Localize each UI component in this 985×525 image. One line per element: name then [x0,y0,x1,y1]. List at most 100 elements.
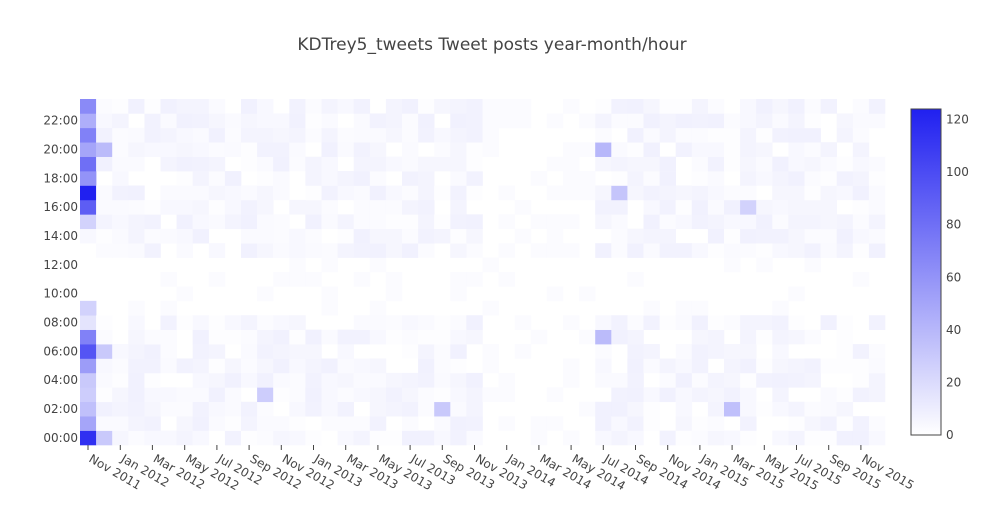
heatmap-cell [321,214,338,230]
heatmap-cell [788,243,805,258]
heatmap-cell [369,372,387,388]
heatmap-cell [128,214,145,230]
heatmap-cell [852,358,870,374]
heatmap-cell [434,214,451,230]
heatmap-cell [241,113,258,129]
heatmap-cell [337,142,354,157]
heatmap-cell [402,344,419,359]
heatmap-cell [80,401,97,417]
heatmap-cells [80,99,886,446]
heatmap-cell [96,372,113,388]
heatmap-cell [385,286,403,302]
heatmap-cell [724,387,741,403]
heatmap-cell [176,199,193,215]
heatmap-cell [224,315,242,330]
heatmap-cell [241,430,258,446]
heatmap-cell [820,358,837,374]
heatmap-cell [337,358,354,374]
heatmap-cell [128,243,145,258]
heatmap-cell [836,329,854,345]
heatmap-cell [80,171,97,186]
heatmap-cell [466,99,483,114]
y-tick-label: 04:00 [43,373,78,387]
heatmap-cell [707,185,725,201]
heatmap-cell [273,430,290,446]
heatmap-cell [337,228,354,244]
heatmap-cell [353,372,371,388]
heatmap-cell [611,171,628,186]
heatmap-cell [772,372,789,388]
heatmap-cell [402,228,419,244]
heatmap-cell [804,199,821,215]
heatmap-cell [434,329,451,345]
heatmap-cell [160,185,177,201]
heatmap-cell [772,156,789,172]
heatmap-cell [563,214,580,230]
heatmap-cell [257,430,274,446]
heatmap-cell [257,329,274,345]
heatmap-cell [659,99,676,114]
heatmap-cell [208,99,226,114]
heatmap-cell [724,430,741,446]
heatmap-cell [418,358,435,374]
heatmap-cell [804,171,821,186]
heatmap-cell [402,416,419,431]
heatmap-cell [804,127,821,143]
heatmap-cell [112,372,129,388]
heatmap-cell [788,372,805,388]
heatmap-cell [418,228,435,244]
heatmap-cell [176,416,193,431]
heatmap-cell [530,430,548,446]
heatmap-cell [337,401,354,417]
heatmap-cell [482,257,499,273]
heatmap-cell [740,243,757,258]
heatmap-cell [595,401,612,417]
heatmap-cell [868,387,886,403]
heatmap-cell [740,214,757,230]
heatmap-cell [691,127,709,143]
heatmap-cell [385,113,403,129]
heatmap-cell [257,228,274,244]
heatmap-cell [289,243,306,258]
heatmap-cell [772,401,789,417]
heatmap-cell [128,401,145,417]
heatmap-cell [241,199,258,215]
heatmap-cell [273,329,290,345]
heatmap-cell [595,329,612,345]
heatmap-cell [804,416,821,431]
heatmap-cell [579,171,596,186]
heatmap-cell [546,156,564,172]
heatmap-cell [852,214,870,230]
heatmap-cell [707,344,725,359]
heatmap-cell [80,99,97,114]
heatmap-cell [128,416,145,431]
heatmap-cell [192,401,210,417]
heatmap-cell [546,286,564,302]
heatmap-cell [740,416,757,431]
heatmap-cell [788,199,805,215]
heatmap-cell [675,430,693,446]
heatmap-cell [450,372,467,388]
heatmap-cell [707,99,725,114]
heatmap-cell [434,344,451,359]
heatmap-cell [241,243,258,258]
heatmap-cell [176,99,193,114]
heatmap-cell [563,185,580,201]
heatmap-cell [224,387,242,403]
heatmap-cell [643,315,660,330]
heatmap-cell [434,142,451,157]
heatmap-cell [418,344,435,359]
heatmap-cell [740,315,757,330]
heatmap-cell [675,99,693,114]
heatmap-cell [321,142,338,157]
heatmap-cell [418,156,435,172]
heatmap-cell [128,315,145,330]
heatmap-cell [418,329,435,345]
heatmap-cell [273,127,290,143]
heatmap-cell [434,372,451,388]
heatmap-cell [466,127,483,143]
heatmap-cell [450,171,467,186]
heatmap-cell [96,401,113,417]
heatmap-cell [353,430,371,446]
heatmap-cell [579,286,596,302]
